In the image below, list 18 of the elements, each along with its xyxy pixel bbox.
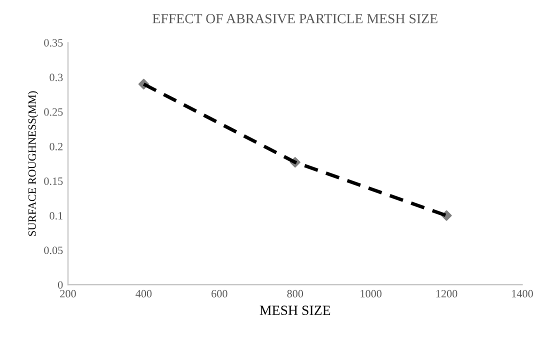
y-tick-label: 0.25 (44, 108, 63, 116)
x-axis-title: MESH SIZE (260, 306, 330, 315)
x-tick-label: 600 (212, 290, 228, 298)
y-axis-title: SURFACE ROUGHNESS(MM) (28, 91, 38, 236)
x-tick-label: 1400 (512, 290, 533, 298)
x-tick-label: 1000 (360, 290, 382, 298)
y-tick-label: 0 (58, 281, 63, 289)
x-tick-label: 800 (287, 290, 304, 298)
y-tick-label: 0.3 (50, 74, 63, 82)
x-tick-label: 200 (60, 290, 76, 298)
x-tick-label: 1200 (436, 290, 458, 298)
y-tick-label: 0.15 (44, 177, 63, 185)
chart-title: EFFECT OF ABRASIVE PARTICLE MESH SIZE (152, 14, 438, 24)
y-tick-label: 0.1 (50, 212, 62, 220)
x-tick-label: 400 (136, 290, 152, 298)
y-tick-label: 0.2 (50, 142, 63, 150)
y-tick-label: 0.35 (44, 39, 63, 47)
y-tick-label: 0.05 (44, 246, 63, 254)
